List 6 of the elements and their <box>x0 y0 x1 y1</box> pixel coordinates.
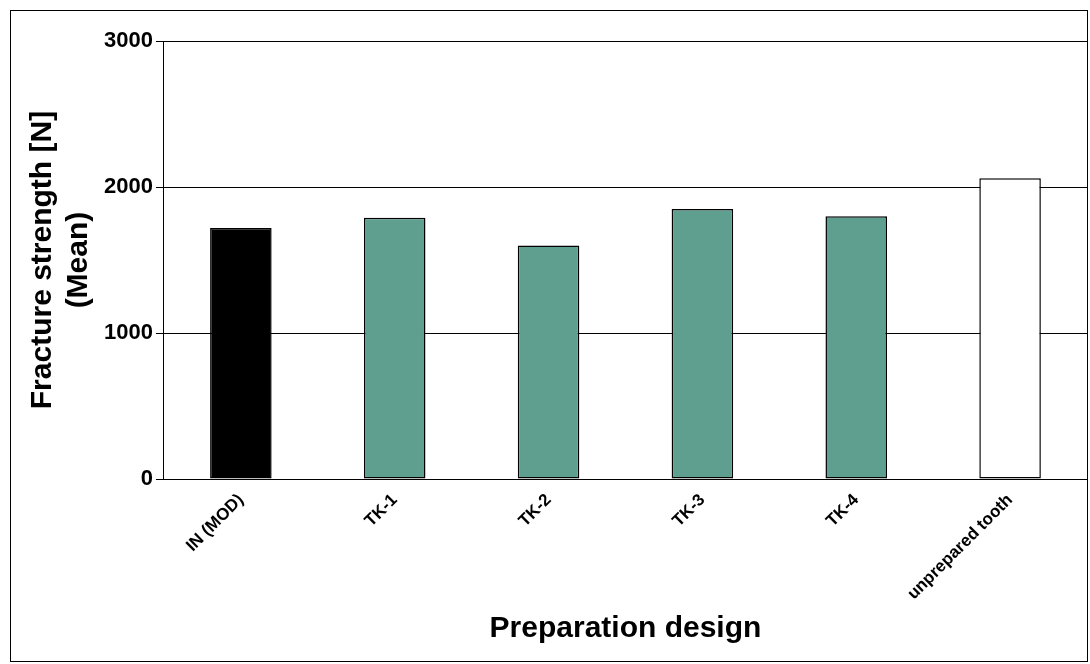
y-tick-label: 3000 <box>103 27 153 53</box>
y-tick-label: 0 <box>140 465 153 491</box>
y-tick-label: 2000 <box>103 173 153 199</box>
y-axis-title: Fracture strength [N] (Mean) <box>24 110 94 410</box>
y-tick-label: 1000 <box>103 319 153 345</box>
x-axis-title: Preparation design <box>489 610 762 644</box>
